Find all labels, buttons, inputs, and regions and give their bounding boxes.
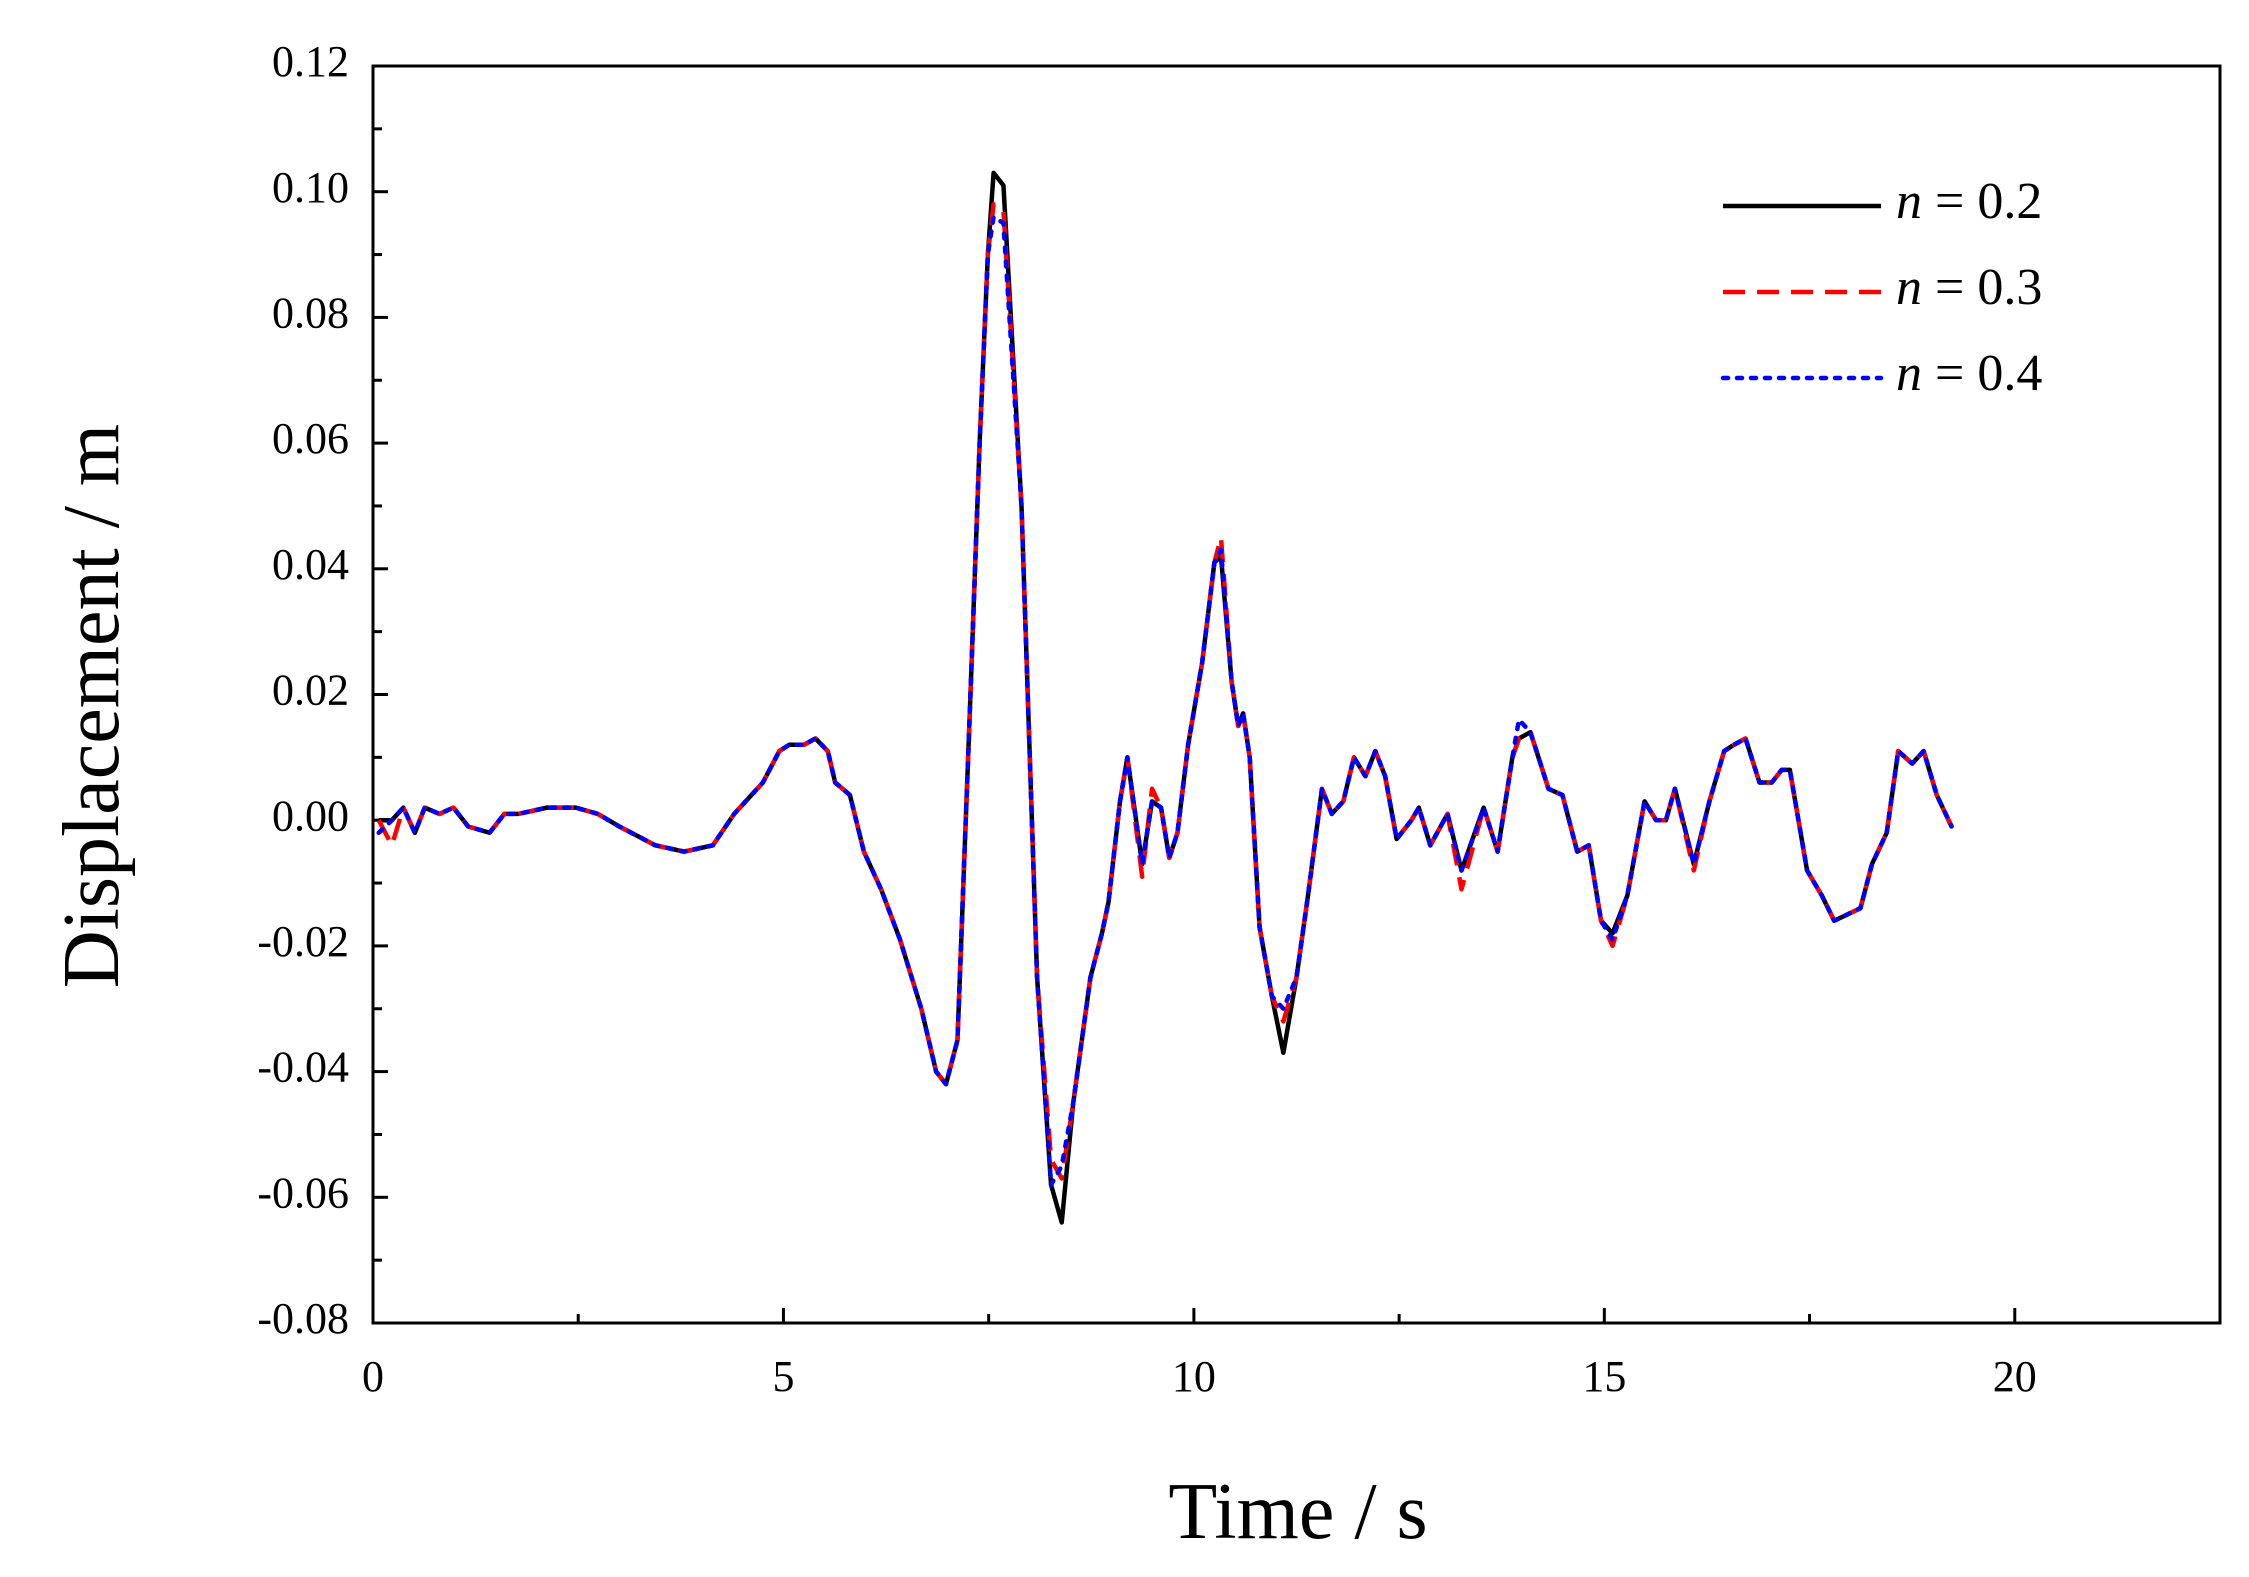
x-tick-label: 10	[1172, 1352, 1216, 1401]
data-line	[376, 202, 1954, 1181]
x-tick-label: 20	[1993, 1352, 2037, 1401]
y-tick-label: -0.06	[257, 1168, 349, 1217]
y-tick-label: 0.08	[272, 288, 349, 337]
y-tick-label: -0.04	[257, 1043, 349, 1092]
data-line	[376, 214, 1954, 1187]
y-tick-label: 0.06	[272, 414, 349, 463]
y-tick-label: 0.00	[272, 791, 349, 840]
x-tick-label: 5	[772, 1352, 794, 1401]
y-tick-label: 0.02	[272, 666, 349, 715]
y-axis-title: Displacement / m	[48, 424, 136, 988]
y-tick-label: 0.04	[272, 540, 349, 589]
data-line	[378, 170, 1954, 1225]
x-axis-title: Time / s	[1168, 1468, 1427, 1556]
plot-frame	[371, 64, 2222, 1325]
x-tick-label: 15	[1582, 1352, 1626, 1401]
y-tick-label: 0.12	[272, 37, 349, 86]
legend-label: n = 0.3	[1896, 259, 2042, 316]
y-tick-label: 0.10	[272, 163, 349, 212]
x-tick-label: 0	[362, 1352, 384, 1401]
legend-label: n = 0.4	[1896, 345, 2042, 402]
y-tick-label: -0.02	[257, 917, 349, 966]
legend-label: n = 0.2	[1896, 173, 2042, 230]
y-tick-label: -0.08	[257, 1294, 349, 1343]
